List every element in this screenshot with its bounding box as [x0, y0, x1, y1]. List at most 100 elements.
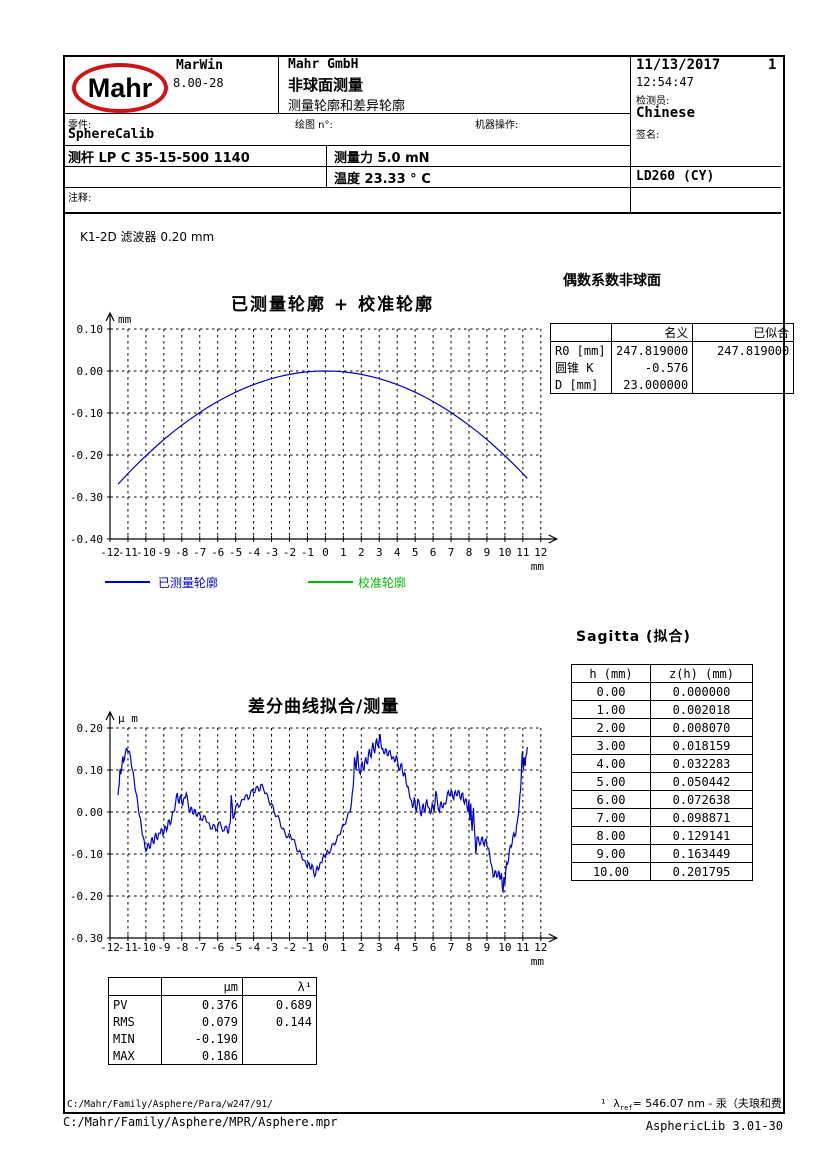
- legend-label-calibrated: 校准轮廓: [358, 576, 407, 590]
- table-header-cell: μm: [161, 977, 243, 996]
- table-header-cell: h (mm): [571, 664, 651, 683]
- svg-text:0.10: 0.10: [77, 323, 104, 336]
- table-cell: MAX: [108, 1047, 162, 1065]
- table-row: 9.00 0.163449: [571, 844, 753, 863]
- svg-text:1: 1: [340, 941, 347, 954]
- table-row: 圆锥 K -0.576: [550, 359, 795, 376]
- inspector-label: 检测员:: [636, 96, 670, 107]
- svg-text:mm: mm: [531, 955, 545, 968]
- svg-text:0.10: 0.10: [77, 764, 104, 777]
- sagitta-table: h (mm) z(h) (mm) 0.00 0.000000 1.00 0.002018 2…: [571, 664, 753, 881]
- table-cell: 23.000000: [610, 376, 694, 394]
- page-number: 1: [768, 57, 777, 73]
- table-cell: 0.00: [571, 682, 651, 701]
- svg-text:2: 2: [358, 941, 365, 954]
- force-value: 测量力 5.0 mN: [334, 151, 430, 166]
- table-row: PV 0.376 0.689: [108, 995, 317, 1013]
- svg-text:0.20: 0.20: [77, 722, 104, 735]
- table-row: 0.00 0.000000: [571, 682, 753, 701]
- chart1-legend: 已测量轮廓 校准轮廓: [0, 574, 824, 590]
- svg-text:-4: -4: [247, 941, 261, 954]
- table-cell: 0.144: [242, 1013, 317, 1030]
- table-cell: 8.00: [571, 826, 651, 845]
- table-row: MAX 0.186: [108, 1047, 317, 1065]
- marwin-version: 8.00-28: [173, 76, 224, 90]
- report-time: 12:54:47: [636, 75, 694, 89]
- table-cell: 2.00: [571, 718, 651, 737]
- header-line-2: [63, 145, 630, 146]
- table-row: 8.00 0.129141: [571, 826, 753, 845]
- mahr-logo-text: Mahr: [87, 72, 153, 103]
- svg-text:-0.20: -0.20: [70, 449, 103, 462]
- header-line-3: [63, 166, 781, 167]
- table-cell: 0.072638: [650, 790, 753, 809]
- table-row: D [mm] 23.000000: [550, 376, 795, 394]
- table-cell: 0.002018: [650, 700, 753, 719]
- table-row: MIN -0.190: [108, 1030, 317, 1047]
- svg-text:-0.30: -0.30: [70, 932, 103, 945]
- notes-label: 注释:: [68, 193, 92, 204]
- svg-text:5: 5: [412, 941, 419, 954]
- table-row: 10.00 0.201795: [571, 862, 753, 881]
- report-subtitle: 测量轮廓和差异轮廓: [288, 99, 406, 114]
- table-cell: 0.098871: [650, 808, 753, 827]
- svg-text:1: 1: [340, 546, 347, 559]
- table-cell: 0.163449: [650, 844, 753, 863]
- svg-text:8: 8: [466, 546, 473, 559]
- svg-text:9: 9: [484, 546, 491, 559]
- table-cell: PV: [108, 995, 162, 1013]
- table-cell: D [mm]: [550, 376, 612, 394]
- table-header-cell: 名义: [610, 323, 694, 342]
- svg-text:mm: mm: [531, 560, 545, 573]
- svg-text:4: 4: [394, 546, 401, 559]
- svg-text:-10: -10: [136, 941, 156, 954]
- svg-text:-0.10: -0.10: [70, 407, 103, 420]
- table-cell: 247.819000: [692, 341, 795, 359]
- table-cell: 0.079: [161, 1013, 243, 1030]
- table-header-row: 名义 已似合: [550, 323, 795, 342]
- table-row: 2.00 0.008070: [571, 718, 753, 737]
- difference-curve-chart: -12-11-10 -9 -8 -7 -6 -5 -4 -3 -2 -1 0 1 2 3 4 5 6 7 8 9 10 1…: [70, 710, 559, 968]
- table-row: 4.00 0.032283: [571, 754, 753, 773]
- operator-label: 机器操作:: [475, 120, 519, 131]
- table-row: 1.00 0.002018: [571, 700, 753, 719]
- legend-line-measured: [105, 581, 150, 583]
- table-cell: 0.186: [161, 1047, 243, 1065]
- sagitta-title: Sagitta (拟合): [576, 629, 691, 645]
- svg-text:2: 2: [358, 546, 365, 559]
- svg-text:-2: -2: [283, 941, 296, 954]
- chart2-title: 差分曲线拟合/测量: [248, 697, 400, 717]
- table-row: 6.00 0.072638: [571, 790, 753, 809]
- svg-text:11: 11: [516, 546, 529, 559]
- drawing-label: 绘图 n°:: [295, 120, 333, 131]
- asphere-type-label: 偶数系数非球面: [563, 273, 661, 289]
- header-divider-logo: [278, 55, 279, 113]
- svg-text:10: 10: [498, 546, 511, 559]
- svg-text:-7: -7: [193, 546, 206, 559]
- svg-text:-2: -2: [283, 546, 296, 559]
- statistics-table: μm λ¹ PV 0.376 0.689 RMS 0.079 0.144 MIN -0.190 MA…: [108, 977, 317, 1065]
- wavelength-footnote: ¹ λref= 546.07 nm - 汞（夫琅和费线e 线）: [600, 1095, 781, 1112]
- table-cell: -0.190: [161, 1030, 243, 1047]
- table-cell: 0.689: [242, 995, 317, 1013]
- svg-text:8: 8: [466, 941, 473, 954]
- table-cell: 5.00: [571, 772, 651, 791]
- svg-text:-7: -7: [193, 941, 206, 954]
- svg-text:10: 10: [498, 941, 511, 954]
- table-cell: 9.00: [571, 844, 651, 863]
- table-row: R0 [mm] 247.819000 247.819000: [550, 341, 795, 359]
- program-path: C:/Mahr/Family/Asphere/MPR/Asphere.mpr: [63, 1115, 338, 1129]
- header-divider-right-column: [630, 55, 631, 213]
- svg-text:5: 5: [412, 546, 419, 559]
- table-cell: 0.129141: [650, 826, 753, 845]
- report-border: [63, 55, 785, 1114]
- library-version: AsphericLib 3.01-30: [645, 1119, 783, 1133]
- svg-text:μ m: μ m: [118, 712, 138, 725]
- filter-info: K1-2D 滤波器 0.20 mm: [80, 230, 215, 244]
- part-name: SphereCalib: [68, 127, 155, 142]
- svg-text:-3: -3: [265, 941, 278, 954]
- header-bottom-line: [63, 212, 781, 214]
- svg-text:9: 9: [484, 941, 491, 954]
- svg-text:3: 3: [376, 941, 383, 954]
- svg-text:-6: -6: [211, 941, 224, 954]
